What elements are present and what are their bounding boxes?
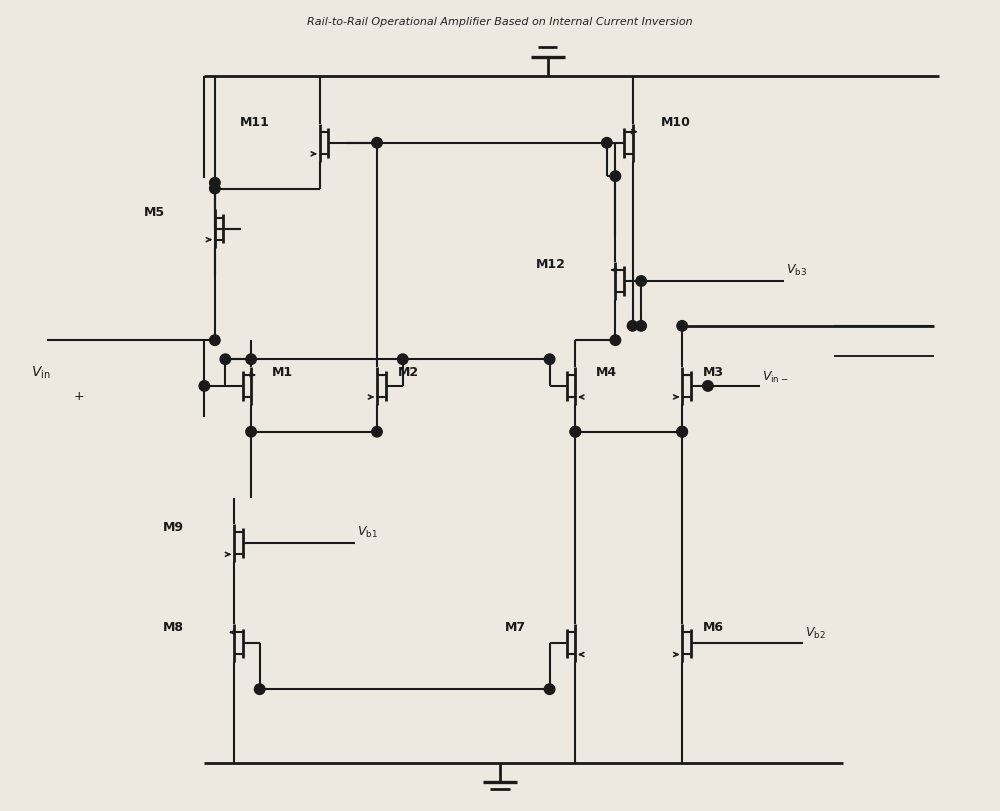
Text: M12: M12 [536,258,566,271]
Circle shape [570,427,581,437]
Text: M6: M6 [703,620,724,633]
Circle shape [220,354,231,365]
Text: M8: M8 [163,620,184,633]
Circle shape [544,684,555,694]
Circle shape [677,427,687,437]
Circle shape [610,172,621,182]
Circle shape [210,184,220,195]
Text: M7: M7 [505,620,526,633]
Circle shape [254,684,265,694]
Circle shape [372,139,382,148]
Circle shape [636,321,646,332]
Text: Rail-to-Rail Operational Amplifier Based on Internal Current Inversion: Rail-to-Rail Operational Amplifier Based… [307,17,693,27]
Circle shape [627,321,638,332]
Circle shape [397,354,408,365]
Circle shape [677,321,687,332]
Text: $V_{\rm in-}$: $V_{\rm in-}$ [762,369,789,384]
Text: M2: M2 [398,366,419,379]
Circle shape [544,354,555,365]
Text: $V_{\rm b3}$: $V_{\rm b3}$ [786,263,807,278]
Circle shape [703,381,713,392]
Circle shape [246,427,256,437]
Text: M9: M9 [163,520,184,533]
Text: M1: M1 [272,366,293,379]
Text: M4: M4 [596,366,617,379]
Circle shape [372,427,382,437]
Circle shape [570,427,581,437]
Circle shape [677,427,687,437]
Text: $V_{\rm in}$: $V_{\rm in}$ [31,364,50,380]
Circle shape [636,277,646,287]
Text: M11: M11 [240,116,270,129]
Circle shape [210,336,220,346]
Circle shape [610,336,621,346]
Text: M3: M3 [703,366,724,379]
Circle shape [199,381,210,392]
Text: M5: M5 [144,206,165,219]
Text: M10: M10 [661,116,691,129]
Circle shape [246,354,256,365]
Text: $V_{\rm b2}$: $V_{\rm b2}$ [805,624,826,640]
Circle shape [602,139,612,148]
Circle shape [210,178,220,189]
Text: $+$: $+$ [73,389,84,402]
Text: $V_{\rm b1}$: $V_{\rm b1}$ [357,525,378,540]
